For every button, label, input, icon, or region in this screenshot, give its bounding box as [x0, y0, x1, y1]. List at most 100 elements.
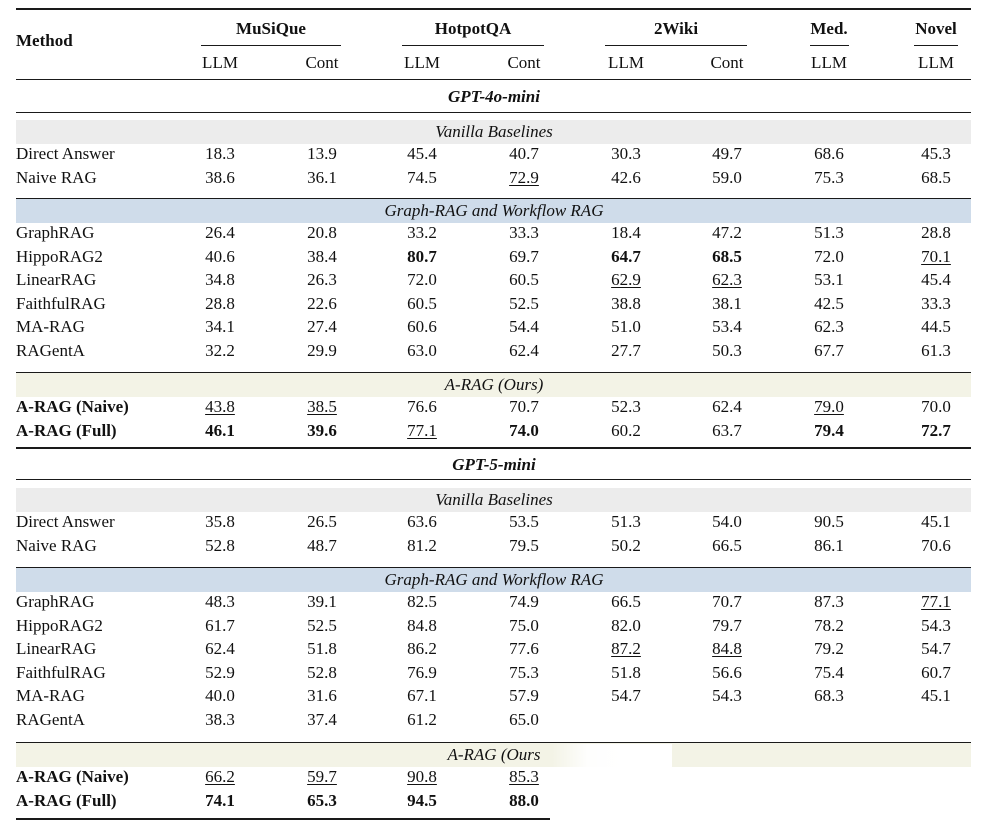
section-band: [16, 568, 971, 592]
table-row-method: FaithfulRAG: [16, 662, 106, 682]
table-cell-value: 63.7: [712, 420, 742, 440]
table-cell-value: 54.0: [712, 512, 742, 531]
table-cell-value: 52.5: [307, 615, 337, 635]
table-cell-value: 74.5: [407, 167, 437, 187]
table-row-method: Naive RAG: [16, 167, 97, 187]
table-row-method: LinearRAG: [16, 270, 97, 289]
table-cell-value: 54.7: [921, 639, 951, 658]
section-rule: [16, 372, 971, 373]
table-cell-value: 45.3: [921, 144, 951, 163]
table-cell-value: 44.5: [921, 317, 951, 336]
section-title: Vanilla Baselines: [435, 490, 553, 509]
section-band: [16, 488, 971, 512]
column-subheader: Cont: [710, 53, 744, 72]
table-cell-value: 49.7: [712, 144, 742, 163]
section-rule: [16, 742, 971, 743]
table-cell-value: 38.8: [611, 293, 641, 313]
table-cell-value: 86.1: [814, 535, 844, 555]
table-cell-value: 53.5: [509, 512, 539, 531]
table-row-method: HippoRAG2: [16, 615, 103, 635]
header-rule: [16, 79, 971, 80]
table-cell-value: 79.5: [509, 535, 539, 555]
table-cell-value: 77.1: [921, 592, 951, 611]
table-cell-value: 51.3: [611, 512, 641, 531]
table-row-method: FaithfulRAG: [16, 293, 106, 313]
table-cell-value: 70.0: [921, 397, 951, 416]
table-cell-value: 38.6: [205, 167, 235, 187]
section-title: Graph-RAG and Workflow RAG: [384, 201, 604, 220]
table-cell-value: 37.4: [307, 709, 337, 729]
table-cell-value: 72.7: [921, 420, 951, 440]
table-cell-value: 79.7: [712, 615, 742, 635]
table-cell-value: 60.6: [407, 317, 437, 336]
table-cell-value: 28.8: [205, 293, 235, 313]
table-cell-value: 72.0: [814, 246, 844, 266]
group-underline: [810, 45, 849, 46]
table-cell-value: 66.5: [712, 535, 742, 555]
table-row-method: Direct Answer: [16, 512, 115, 531]
table-cell-value: 66.2: [205, 767, 235, 786]
table-cell-value: 51.8: [611, 662, 641, 682]
table-cell-value: 86.2: [407, 639, 437, 658]
model-rule: [16, 112, 971, 113]
table-cell-value: 20.8: [307, 223, 337, 242]
section-band: [16, 743, 971, 767]
table-cell-value: 26.4: [205, 223, 235, 242]
column-group-header: Novel: [915, 19, 957, 38]
table-cell-value: 39.6: [307, 420, 337, 440]
table-cell-value: 79.0: [814, 397, 844, 416]
model-rule: [16, 479, 971, 480]
table-cell-value: 56.6: [712, 662, 742, 682]
table-row-method: A-RAG (Full): [16, 790, 117, 810]
table-row-method: A-RAG (Naive): [16, 767, 129, 786]
table-cell-value: 38.1: [712, 293, 742, 313]
table-cell-value: 30.3: [611, 144, 641, 163]
table-cell-value: 50.3: [712, 340, 742, 360]
table-cell-value: 54.3: [921, 615, 951, 635]
table-row-method: GraphRAG: [16, 223, 95, 242]
image-fade-overlay: [552, 744, 672, 830]
table-cell-value: 60.5: [407, 293, 437, 313]
table-cell-value: 59.0: [712, 167, 742, 187]
table-row-method: LinearRAG: [16, 639, 97, 658]
model-title: GPT-4o-mini: [448, 87, 540, 106]
table-cell-value: 54.4: [509, 317, 539, 336]
table-cell-value: 84.8: [407, 615, 437, 635]
table-cell-value: 51.8: [307, 639, 337, 658]
table-cell-value: 40.0: [205, 686, 235, 705]
table-cell-value: 87.3: [814, 592, 844, 611]
table-cell-value: 68.5: [921, 167, 951, 187]
table-cell-value: 27.7: [611, 340, 641, 360]
table-row-method: GraphRAG: [16, 592, 95, 611]
table-cell-value: 34.1: [205, 317, 235, 336]
table-cell-value: 65.0: [509, 709, 539, 729]
table-cell-value: 13.9: [307, 144, 337, 163]
table-cell-value: 81.2: [407, 535, 437, 555]
section-title: Graph-RAG and Workflow RAG: [384, 570, 604, 589]
table-row-method: A-RAG (Naive): [16, 397, 129, 416]
table-cell-value: 62.4: [712, 397, 742, 416]
table-cell-value: 72.9: [509, 167, 539, 187]
table-cell-value: 87.2: [611, 639, 641, 658]
table-cell-value: 53.1: [814, 270, 844, 289]
column-subheader: Cont: [507, 53, 541, 72]
table-cell-value: 54.3: [712, 686, 742, 705]
table-cell-value: 80.7: [407, 246, 437, 266]
group-underline: [201, 45, 341, 46]
section-title: A-RAG (Ours: [447, 745, 541, 764]
table-cell-value: 84.8: [712, 639, 742, 658]
column-subheader: LLM: [608, 53, 644, 72]
table-cell-value: 52.9: [205, 662, 235, 682]
table-cell-value: 29.9: [307, 340, 337, 360]
table-cell-value: 70.7: [712, 592, 742, 611]
section-title: A-RAG (Ours): [444, 375, 544, 394]
table-cell-value: 18.4: [611, 223, 641, 242]
group-underline: [914, 45, 958, 46]
bottom-rule: [16, 818, 550, 820]
table-cell-value: 47.2: [712, 223, 742, 242]
table-cell-value: 79.4: [814, 420, 844, 440]
table-cell-value: 57.9: [509, 686, 539, 705]
table-cell-value: 45.1: [921, 512, 951, 531]
table-cell-value: 75.3: [814, 167, 844, 187]
table-cell-value: 52.8: [205, 535, 235, 555]
